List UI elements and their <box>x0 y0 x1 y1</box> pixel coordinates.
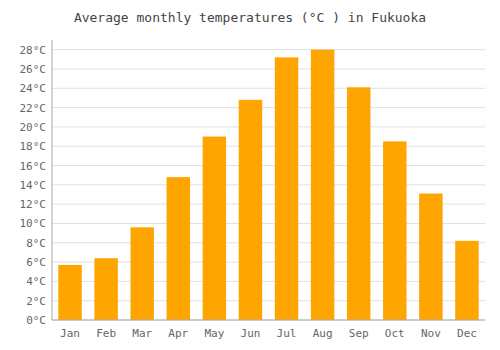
y-tick-label: 2°C <box>26 295 46 308</box>
y-tick-label: 0°C <box>26 314 46 327</box>
y-tick-label: 22°C <box>20 102 47 115</box>
grid-line <box>52 107 485 108</box>
y-tick-labels: 0°C 2°C 4°C 6°C 8°C 10°C 12°C 14°C 16°C 18°C 20°C 2… <box>20 44 47 327</box>
x-tick-label: Oct <box>385 327 405 340</box>
chart-container: Average monthly temperatures (°C ) in Fu… <box>0 0 500 350</box>
x-tick-label: Feb <box>96 327 116 340</box>
x-tick-label: Dec <box>457 327 477 340</box>
y-tick-label: 16°C <box>20 160 47 173</box>
x-tick-label: Mar <box>132 327 152 340</box>
x-tick-label: Jun <box>241 327 261 340</box>
bar <box>383 141 406 320</box>
x-tick-label: Nov <box>421 327 441 340</box>
bar <box>419 194 442 320</box>
x-tick-label: Jan <box>60 327 80 340</box>
y-axis-line <box>52 40 53 320</box>
y-tick-label: 14°C <box>20 179 47 192</box>
bar <box>167 177 190 320</box>
y-tick-label: 24°C <box>20 82 47 95</box>
y-tick-label: 28°C <box>20 44 47 57</box>
bar <box>455 241 478 320</box>
grid-line <box>52 165 485 166</box>
grid-line <box>52 146 485 147</box>
bar <box>239 100 262 320</box>
bar <box>203 137 226 320</box>
y-tick-label: 12°C <box>20 198 47 211</box>
y-tick-label: 8°C <box>26 237 46 250</box>
grid-line <box>52 49 485 50</box>
bar <box>58 265 81 320</box>
x-tick-label: Jul <box>277 327 297 340</box>
y-tick-label: 18°C <box>20 140 47 153</box>
grid-line <box>52 184 485 185</box>
x-tick-label: Apr <box>168 327 188 340</box>
grid-line <box>52 126 485 127</box>
bar <box>130 227 153 320</box>
x-tick-label: Sep <box>349 327 369 340</box>
y-tick-label: 4°C <box>26 275 46 288</box>
grid-line <box>52 88 485 89</box>
bars <box>58 50 478 320</box>
grid-line <box>52 320 485 321</box>
x-tick-label: Aug <box>313 327 333 340</box>
bar <box>311 50 334 320</box>
y-grid <box>52 50 485 320</box>
y-tick-label: 6°C <box>26 256 46 269</box>
x-tick-labels: Jan Feb Mar Apr May Jun Jul Aug Sep Oct Nov Dec <box>60 327 477 340</box>
bar <box>275 57 298 320</box>
title: Average monthly temperatures (°C ) in Fu… <box>74 10 426 25</box>
x-tick-label: May <box>204 327 224 340</box>
chart: Average monthly temperatures (°C ) in Fu… <box>0 0 500 350</box>
bar <box>347 87 370 320</box>
x-axis-line <box>52 320 485 321</box>
y-tick-label: 20°C <box>20 121 47 134</box>
bar <box>94 258 117 320</box>
y-tick-label: 26°C <box>20 63 47 76</box>
grid-line <box>52 68 485 69</box>
y-tick-label: 10°C <box>20 217 47 230</box>
